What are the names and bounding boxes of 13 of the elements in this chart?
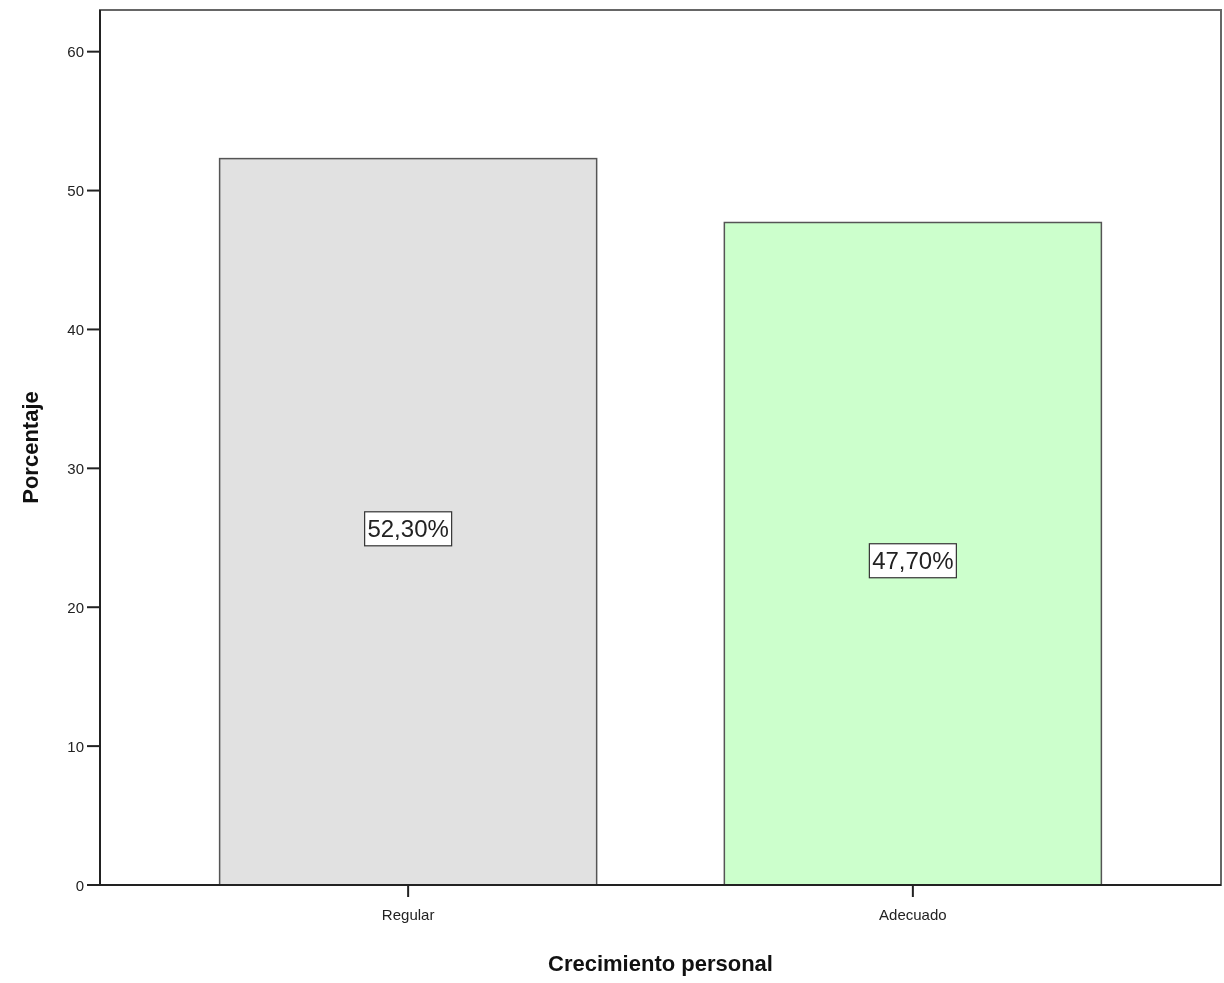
y-axis-title: Porcentaje bbox=[17, 391, 43, 504]
y-tick-label: 60 bbox=[67, 43, 84, 61]
y-tick-label: 30 bbox=[67, 459, 84, 477]
y-tick-label: 0 bbox=[75, 876, 84, 894]
y-tick-label: 20 bbox=[67, 598, 84, 616]
x-tick-label: Regular bbox=[381, 905, 435, 923]
y-tick-label: 10 bbox=[67, 737, 84, 755]
x-tick-label: Adecuado bbox=[879, 905, 947, 923]
y-tick-label: 40 bbox=[67, 320, 84, 338]
data-label: 52,30% bbox=[367, 515, 449, 543]
data-label: 47,70% bbox=[872, 547, 954, 575]
y-tick-label: 50 bbox=[67, 182, 84, 200]
x-axis-title: Crecimiento personal bbox=[548, 950, 773, 976]
